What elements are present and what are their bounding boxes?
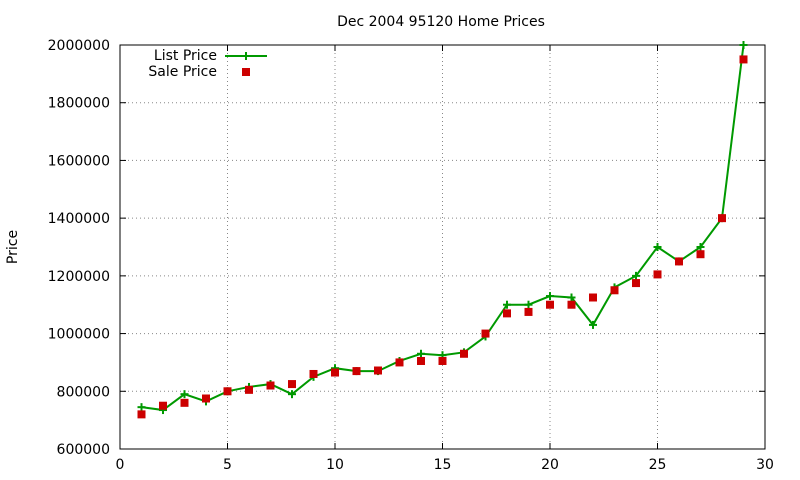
x-tick-label: 15 bbox=[434, 457, 452, 473]
sale-price-point bbox=[417, 356, 425, 365]
sale-price-point bbox=[718, 214, 726, 223]
list-price-point bbox=[503, 300, 511, 309]
sale-price-point bbox=[395, 358, 404, 367]
legend-label-list-price: List Price bbox=[154, 48, 217, 64]
sale-price-point bbox=[503, 309, 511, 318]
legend-label-sale-price: Sale Price bbox=[148, 64, 217, 80]
list-price-point bbox=[180, 390, 189, 399]
sale-price-point bbox=[481, 329, 490, 338]
x-tick-label: 5 bbox=[223, 457, 232, 473]
sale-price-point bbox=[374, 366, 382, 375]
list-price-point bbox=[653, 243, 662, 251]
y-tick-label: 2000000 bbox=[48, 38, 110, 54]
x-tick-label: 20 bbox=[541, 457, 559, 473]
list-price-point bbox=[546, 292, 554, 301]
list-price-point bbox=[632, 271, 640, 280]
legend: List Price Sale Price bbox=[148, 48, 267, 80]
sale-price-point bbox=[245, 385, 253, 394]
sale-price-point bbox=[675, 257, 683, 266]
list-price-point bbox=[589, 320, 597, 329]
sale-price-point bbox=[460, 349, 468, 358]
list-price-point bbox=[567, 293, 576, 302]
sale-price-point bbox=[159, 401, 167, 410]
sale-price-point bbox=[180, 398, 189, 407]
sale-price-point bbox=[309, 369, 318, 378]
legend-marker-list-price bbox=[242, 52, 250, 60]
x-tick-label: 10 bbox=[326, 457, 344, 473]
y-axis-label: Price bbox=[5, 230, 21, 264]
y-tick-label: 1200000 bbox=[48, 269, 110, 285]
list-price-point bbox=[696, 243, 705, 251]
y-tick-label: 800000 bbox=[57, 384, 110, 400]
list-price-point bbox=[417, 349, 425, 358]
x-tick-label: 25 bbox=[649, 457, 667, 473]
sale-price-point bbox=[331, 368, 339, 377]
y-tick-label: 1800000 bbox=[48, 96, 110, 112]
x-tick-label: 0 bbox=[116, 457, 125, 473]
list-price-point bbox=[524, 300, 533, 309]
series-layer bbox=[137, 41, 748, 419]
grid-layer bbox=[120, 45, 765, 449]
list-price-point bbox=[137, 403, 146, 412]
sale-price-point bbox=[696, 250, 705, 259]
x-tick-label: 30 bbox=[756, 457, 774, 473]
sale-price-point bbox=[288, 380, 296, 389]
sale-price-point bbox=[653, 270, 662, 279]
y-tick-label: 1000000 bbox=[48, 327, 110, 343]
y-tick-label: 1400000 bbox=[48, 211, 110, 227]
sale-price-point bbox=[546, 300, 554, 309]
ticks-layer: 0 5 10 15 20 25 30 600000 800000 1000000 1200000 14… bbox=[48, 38, 774, 473]
sale-price-point bbox=[352, 367, 361, 376]
list-price-point bbox=[288, 390, 296, 399]
y-tick-label: 600000 bbox=[57, 442, 110, 458]
legend-marker-sale-price bbox=[242, 68, 250, 76]
sale-price-point bbox=[589, 293, 597, 302]
sale-price-point bbox=[223, 387, 232, 396]
sale-price-point bbox=[266, 381, 275, 390]
sale-price-point bbox=[739, 55, 748, 64]
sale-price-point bbox=[567, 300, 576, 309]
sale-price-point bbox=[610, 286, 619, 295]
y-tick-label: 1600000 bbox=[48, 153, 110, 169]
sale-price-point bbox=[202, 394, 210, 403]
sale-price-point bbox=[524, 307, 533, 316]
sale-price-point bbox=[137, 410, 146, 419]
sale-price-point bbox=[438, 356, 447, 365]
chart-title: Dec 2004 95120 Home Prices bbox=[337, 14, 545, 30]
sale-price-point bbox=[632, 279, 640, 288]
list-price-point bbox=[739, 41, 748, 49]
